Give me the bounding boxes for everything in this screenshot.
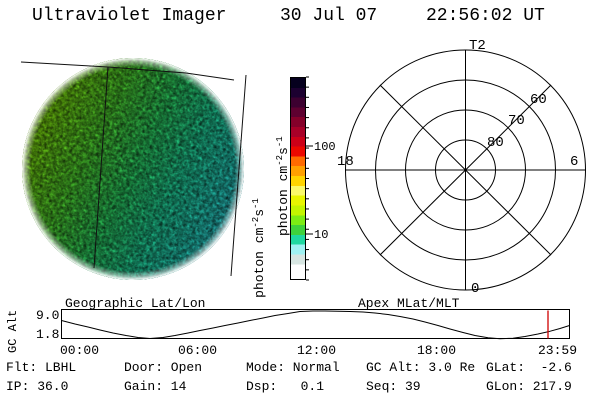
svg-text:100: 100 <box>314 140 336 154</box>
svg-text:10: 10 <box>314 228 328 242</box>
